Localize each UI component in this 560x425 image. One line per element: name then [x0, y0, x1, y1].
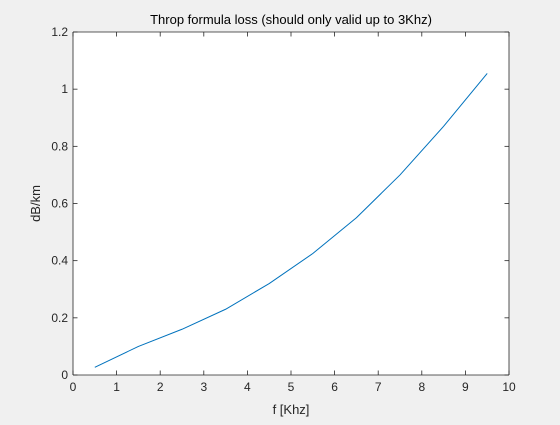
- x-tick-label: 2: [157, 380, 164, 394]
- x-tick-label: 7: [375, 380, 382, 394]
- x-axis-label: f [Khz]: [273, 402, 310, 417]
- x-tick-label: 10: [502, 380, 516, 394]
- y-tick-label: 1.2: [51, 25, 68, 39]
- y-tick-label: 0.4: [51, 254, 68, 268]
- x-tick-label: 0: [70, 380, 77, 394]
- y-axis-ticks: 0 0.2 0.4 0.6 0.8 1 1.2: [51, 25, 509, 382]
- x-tick-label: 1: [113, 380, 120, 394]
- y-tick-label: 0.6: [51, 197, 68, 211]
- y-axis-label: dB/km: [28, 185, 43, 222]
- x-tick-label: 3: [200, 380, 207, 394]
- x-tick-label: 9: [462, 380, 469, 394]
- x-tick-label: 5: [288, 380, 295, 394]
- chart-title: Throp formula loss (should only valid up…: [150, 12, 432, 27]
- y-tick-label: 0.8: [51, 139, 68, 153]
- x-axis-ticks: 0 1 2 3 4 5 6 7 8 9 10: [70, 32, 516, 394]
- x-tick-label: 4: [244, 380, 251, 394]
- y-tick-label: 0.2: [51, 311, 68, 325]
- x-tick-label: 6: [331, 380, 338, 394]
- series-layer: [94, 73, 488, 368]
- x-tick-label: 8: [418, 380, 425, 394]
- axes-background: [73, 32, 509, 375]
- series-line: [94, 73, 488, 368]
- y-tick-label: 0: [61, 368, 68, 382]
- y-tick-label: 1: [61, 82, 68, 96]
